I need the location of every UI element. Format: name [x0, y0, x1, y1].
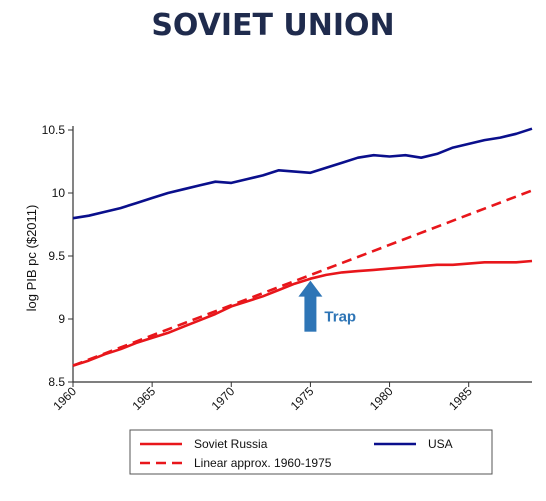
legend-label-linear-approx-1960-1975: Linear approx. 1960-1975: [194, 456, 332, 470]
y-tick-label: 10.5: [42, 123, 66, 137]
legend: Soviet Russia USA Linear approx. 1960-1975: [129, 429, 493, 475]
arrow-up-icon: [298, 280, 323, 297]
legend-label-soviet-russia: Soviet Russia: [194, 437, 268, 451]
y-tick-label: 9.5: [48, 249, 65, 263]
x-tick-label: 1980: [367, 384, 396, 413]
x-tick-label: 1975: [288, 384, 317, 413]
legend-label-usa: USA: [428, 437, 453, 451]
y-tick-label: 8.5: [48, 375, 65, 389]
y-tick-label: 9: [58, 312, 65, 326]
x-tick-label: 1970: [209, 384, 238, 413]
series-line-linear-approx-1960-1975: [72, 189, 533, 367]
legend-box: [129, 429, 493, 475]
annotation-trap: Trap: [324, 309, 356, 326]
series-layer: [72, 127, 533, 367]
y-tick-label: 10: [52, 186, 66, 200]
annotation-layer: Trap: [298, 280, 356, 332]
chart-title: SOVIET UNION: [151, 8, 395, 43]
series-line-usa: [72, 127, 533, 220]
x-tick-label: 1985: [446, 384, 475, 413]
y-axis-label: log PIB pc ($2011): [24, 205, 39, 312]
series-line-soviet-russia: [72, 259, 533, 367]
arrow-shaft: [304, 295, 317, 332]
x-tick-label: 1965: [129, 384, 158, 413]
